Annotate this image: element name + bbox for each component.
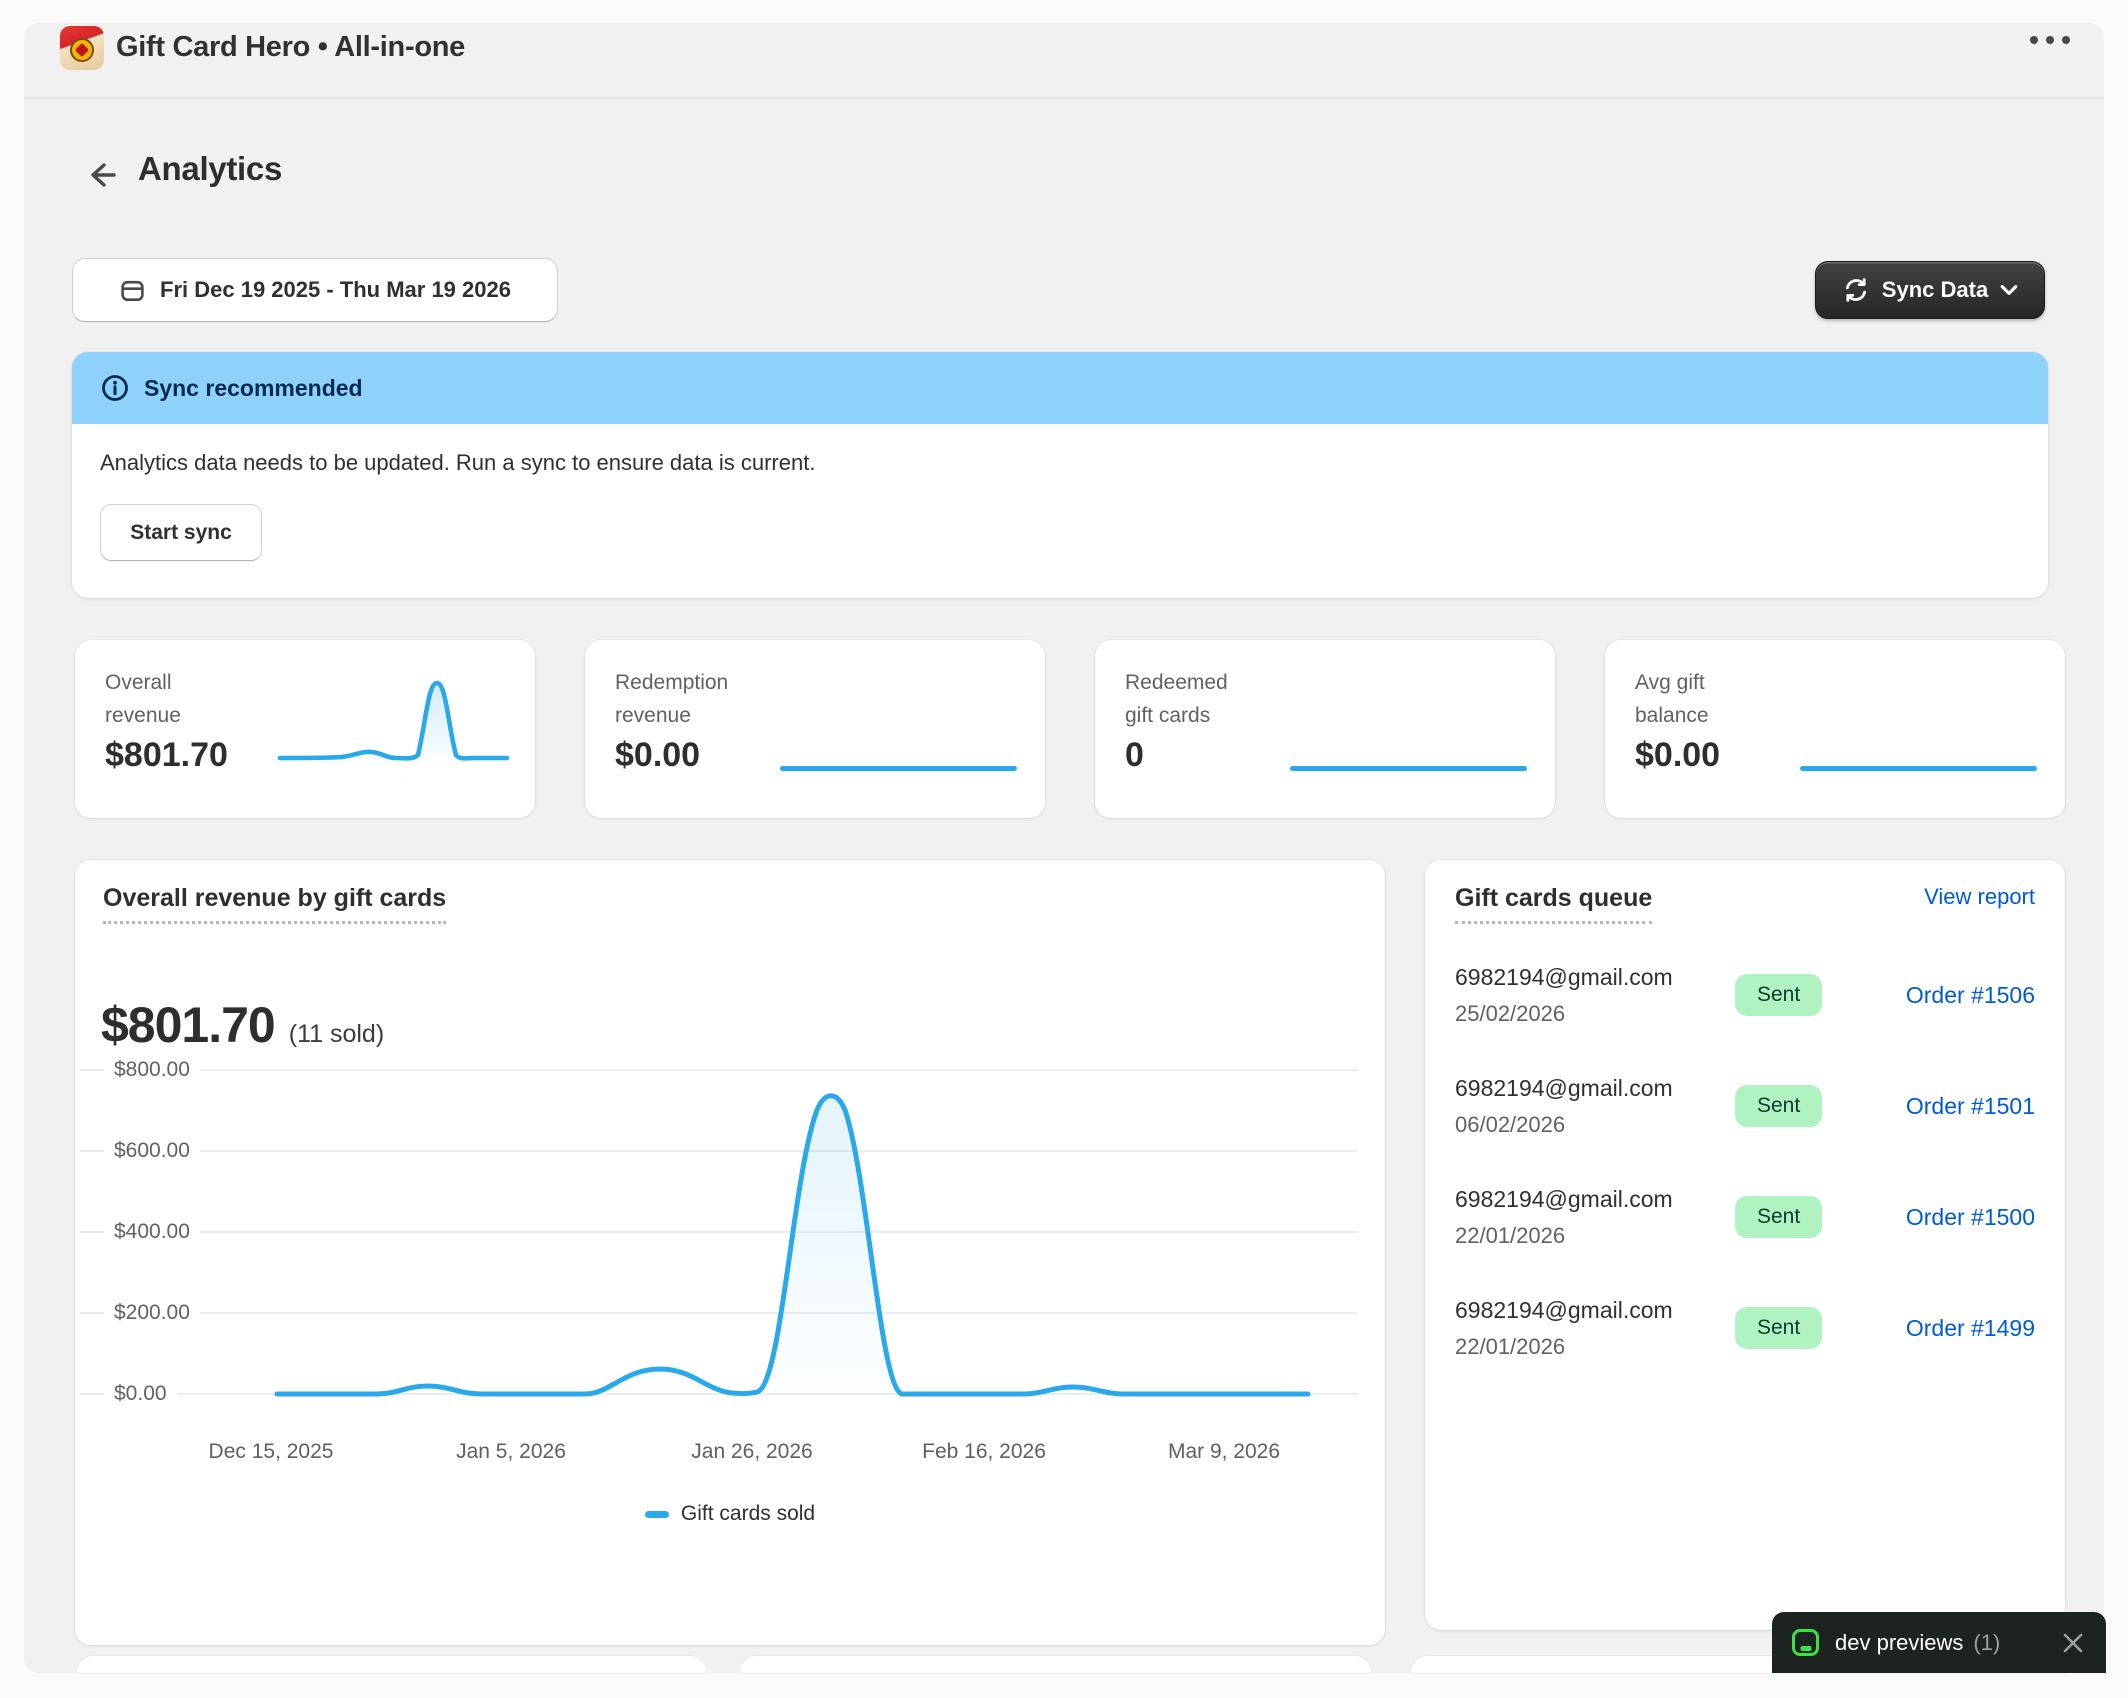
dev-previews-count: (1) (1973, 1629, 2001, 1655)
status-badge: Sent (1735, 1085, 1823, 1127)
queue-row: 6982194@gmail.com 22/01/2026 Sent Order … (1455, 1174, 2035, 1260)
metric-label: Redemption revenue (615, 671, 729, 727)
sparkline-flat (780, 766, 1017, 771)
overflow-menu-icon[interactable] (2030, 36, 2070, 44)
metric-value: $0.00 (1635, 736, 1721, 774)
revenue-chart-card (75, 860, 1385, 1645)
metric-card-avg-gift-balance: Avg gift balance $0.00 (1605, 640, 2065, 818)
next-row-card-stub (77, 1656, 706, 1673)
metric-card-overall-revenue: Overall revenue $801.70 (75, 640, 535, 818)
start-sync-button[interactable]: Start sync (100, 504, 262, 561)
metric-value: $0.00 (615, 736, 701, 774)
queue-title: Gift cards queue (1455, 884, 1653, 924)
order-link[interactable]: Order #1499 (1905, 1314, 2035, 1341)
app-title: Gift Card Hero • All-in-one (116, 31, 465, 63)
sync-data-label: Sync Data (1881, 277, 1989, 302)
queue-email: 6982194@gmail.com (1455, 1185, 1673, 1212)
info-icon (102, 375, 128, 401)
chart-total-note: (11 sold) (288, 1020, 385, 1048)
metric-value: $801.70 (105, 736, 228, 774)
sync-banner: Sync recommended Analytics data needs to… (72, 352, 2048, 598)
y-tick: $0.00 (114, 1382, 167, 1405)
queue-email: 6982194@gmail.com (1455, 1074, 1673, 1101)
metric-label: Avg gift balance (1635, 671, 1709, 727)
metric-label: Redeemed gift cards (1125, 671, 1228, 727)
legend-swatch (644, 1510, 669, 1518)
revenue-line-chart (274, 1093, 1311, 1397)
queue-date: 25/02/2026 (1455, 1000, 1566, 1026)
order-link[interactable]: Order #1500 (1905, 1203, 2035, 1230)
gridline-row: $600.00 (80, 1136, 1358, 1166)
queue-date: 22/01/2026 (1455, 1222, 1566, 1248)
sync-icon (1845, 278, 1866, 302)
date-range-label: Fri Dec 19 2025 - Thu Mar 19 2026 (160, 277, 511, 302)
y-tick: $400.00 (114, 1220, 190, 1243)
queue-date: 06/02/2026 (1455, 1111, 1566, 1137)
sparkline-flat (1290, 766, 1527, 771)
sync-data-button[interactable]: Sync Data (1815, 261, 2045, 319)
queue-row: 6982194@gmail.com 22/01/2026 Sent Order … (1455, 1285, 2035, 1371)
chart-total-value: $801.70 (101, 997, 276, 1053)
dev-previews-toast[interactable]: dev previews (1) (1772, 1612, 2106, 1673)
x-tick: Dec 15, 2025 (208, 1440, 334, 1463)
sparkline-chart (277, 680, 510, 765)
order-link[interactable]: Order #1506 (1905, 981, 2035, 1008)
banner-title: Sync recommended (144, 374, 363, 401)
gridline-row: $800.00 (80, 1055, 1358, 1085)
dev-previews-label: dev previews (1835, 1629, 1964, 1655)
close-icon[interactable] (2060, 1630, 2086, 1656)
x-tick: Feb 16, 2026 (922, 1440, 1046, 1463)
y-tick: $200.00 (114, 1301, 190, 1324)
app-logo-icon (60, 26, 104, 70)
x-tick: Jan 26, 2026 (691, 1440, 813, 1463)
topbar-divider (24, 97, 2104, 99)
dev-console-icon (1792, 1629, 1819, 1656)
metric-label: Overall revenue (105, 671, 181, 727)
status-badge: Sent (1735, 1307, 1823, 1349)
page-title: Analytics (138, 150, 283, 187)
queue-email: 6982194@gmail.com (1455, 963, 1673, 990)
legend-label: Gift cards sold (680, 1502, 816, 1525)
back-arrow-icon[interactable] (84, 158, 118, 192)
sync-banner-header: Sync recommended (72, 352, 2048, 424)
x-tick: Mar 9, 2026 (1167, 1440, 1281, 1463)
x-tick: Jan 5, 2026 (456, 1440, 566, 1463)
chart-legend: Gift cards sold (75, 1502, 1385, 1526)
metric-card-redeemed-gift-cards: Redeemed gift cards 0 (1095, 640, 1555, 818)
metric-value: 0 (1125, 736, 1144, 774)
queue-row: 6982194@gmail.com 06/02/2026 Sent Order … (1455, 1063, 2035, 1149)
sparkline-flat (1800, 766, 2037, 771)
order-link[interactable]: Order #1501 (1905, 1092, 2035, 1119)
view-report-link[interactable]: View report (1924, 884, 2035, 909)
queue-email: 6982194@gmail.com (1455, 1296, 1673, 1323)
y-tick: $800.00 (114, 1058, 190, 1081)
banner-message: Analytics data needs to be updated. Run … (100, 450, 816, 475)
gridline-row: $400.00 (80, 1217, 1358, 1247)
chevron-down-icon (2000, 285, 2018, 295)
date-range-button[interactable]: Fri Dec 19 2025 - Thu Mar 19 2026 (72, 258, 558, 322)
chart-title: Overall revenue by gift cards (103, 884, 447, 924)
metric-card-redemption-revenue: Redemption revenue $0.00 (585, 640, 1045, 818)
queue-row: 6982194@gmail.com 25/02/2026 Sent Order … (1455, 952, 2035, 1038)
next-row-card-stub (740, 1656, 1371, 1673)
y-tick: $600.00 (114, 1139, 190, 1162)
status-badge: Sent (1735, 1196, 1823, 1238)
queue-date: 22/01/2026 (1455, 1333, 1566, 1359)
calendar-icon (121, 280, 144, 301)
status-badge: Sent (1735, 974, 1823, 1016)
